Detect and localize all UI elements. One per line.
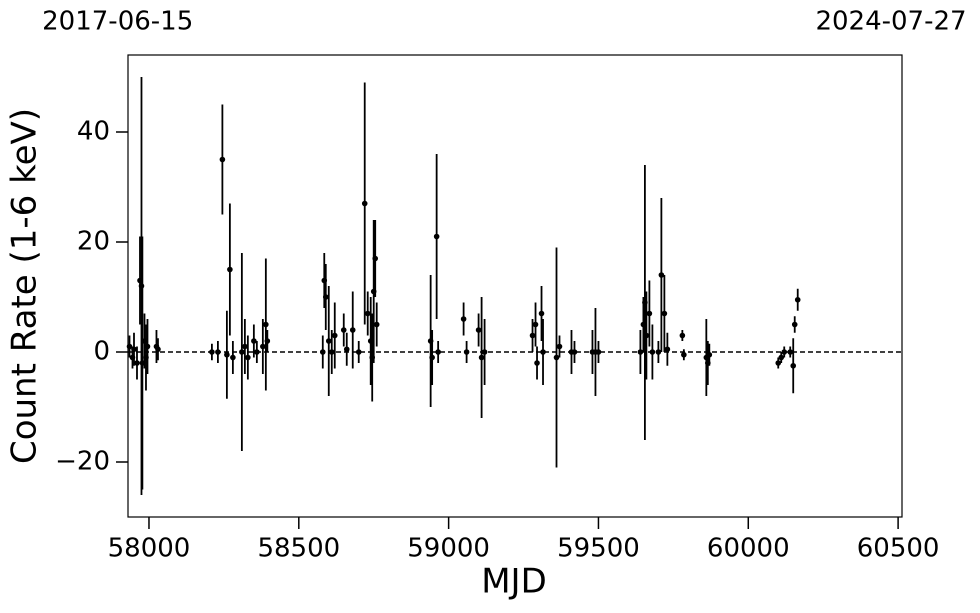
top-date-label: 2017-06-15 bbox=[42, 7, 193, 37]
y-axis-label: Count Rate (1-6 keV) bbox=[5, 108, 45, 464]
data-point bbox=[775, 360, 782, 366]
data-point bbox=[664, 346, 671, 353]
y-tick-label: 20 bbox=[77, 227, 110, 257]
data-point bbox=[144, 343, 151, 350]
plot-frame bbox=[127, 54, 903, 518]
x-tick-label: 59500 bbox=[557, 534, 640, 564]
data-point bbox=[643, 332, 650, 339]
y-tick-label: 40 bbox=[77, 117, 110, 147]
data-point bbox=[794, 296, 801, 303]
data-point bbox=[131, 346, 137, 353]
data-point bbox=[349, 327, 356, 333]
data-point bbox=[364, 310, 371, 317]
data-point bbox=[553, 354, 560, 361]
data-point bbox=[460, 316, 467, 322]
data-point bbox=[529, 332, 536, 339]
data-point bbox=[787, 349, 794, 355]
data-point bbox=[155, 346, 161, 353]
data-point bbox=[134, 360, 140, 366]
data-point bbox=[532, 321, 539, 328]
data-point bbox=[661, 310, 668, 317]
data-point bbox=[681, 351, 687, 358]
data-point bbox=[230, 354, 236, 361]
data-point bbox=[556, 343, 563, 350]
data-point bbox=[239, 349, 245, 355]
data-point bbox=[571, 349, 578, 355]
data-point bbox=[331, 332, 338, 339]
data-point bbox=[637, 349, 644, 355]
data-point bbox=[372, 255, 379, 262]
data-point bbox=[126, 343, 133, 350]
data-point bbox=[254, 349, 260, 355]
data-point bbox=[340, 327, 347, 333]
data-point bbox=[475, 327, 482, 333]
x-tick-label: 58500 bbox=[257, 534, 340, 564]
data-point bbox=[435, 349, 441, 355]
data-point bbox=[706, 351, 713, 358]
data-point bbox=[534, 360, 540, 366]
data-point bbox=[343, 346, 350, 353]
x-tick-label: 60000 bbox=[707, 534, 790, 564]
data-point bbox=[215, 349, 221, 355]
data-point bbox=[373, 321, 380, 328]
data-point bbox=[245, 354, 251, 361]
data-point bbox=[251, 338, 257, 344]
data-point bbox=[319, 349, 326, 355]
data-point bbox=[355, 349, 362, 355]
x-tick-label: 58000 bbox=[108, 534, 191, 564]
data-point bbox=[791, 321, 798, 328]
data-point bbox=[322, 294, 329, 300]
data-point bbox=[361, 200, 368, 207]
data-point bbox=[429, 354, 435, 361]
data-point bbox=[646, 310, 653, 317]
data-point bbox=[325, 338, 332, 344]
data-point bbox=[778, 354, 785, 361]
data-point bbox=[224, 351, 230, 358]
data-point bbox=[478, 354, 485, 361]
data-point bbox=[219, 156, 226, 163]
data-point bbox=[538, 310, 545, 317]
data-point bbox=[679, 332, 686, 339]
data-point bbox=[649, 349, 656, 355]
data-point bbox=[260, 343, 266, 350]
data-point bbox=[655, 349, 662, 355]
y-tick-label: 0 bbox=[93, 337, 110, 367]
data-point bbox=[781, 349, 788, 355]
data-point bbox=[463, 349, 470, 355]
x-tick-label: 60500 bbox=[857, 534, 940, 564]
data-point bbox=[328, 349, 335, 355]
data-point bbox=[540, 349, 546, 355]
x-axis-label: MJD bbox=[481, 562, 547, 602]
data-point bbox=[264, 338, 271, 344]
data-point bbox=[433, 233, 440, 240]
data-point bbox=[242, 343, 248, 350]
data-point bbox=[790, 362, 797, 369]
data-point bbox=[263, 321, 269, 328]
data-point bbox=[595, 349, 602, 355]
data-point bbox=[227, 266, 233, 273]
y-tick-label: −20 bbox=[55, 447, 110, 477]
x-tick-label: 59000 bbox=[407, 534, 490, 564]
top-date-label: 2024-07-27 bbox=[815, 7, 966, 37]
data-point bbox=[481, 349, 488, 355]
data-point bbox=[209, 349, 215, 355]
data-point bbox=[658, 272, 665, 278]
